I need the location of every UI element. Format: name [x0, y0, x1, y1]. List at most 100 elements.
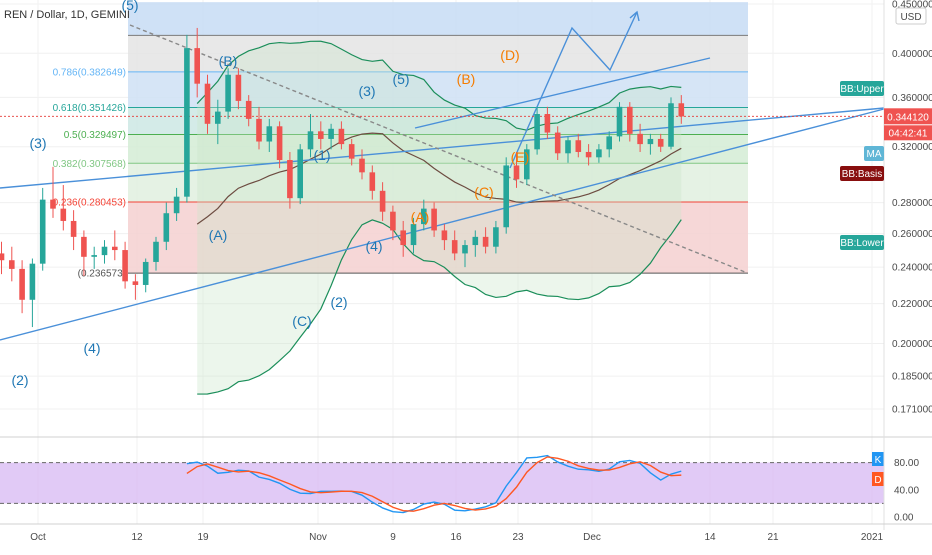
- time-tick-label: 14: [704, 532, 716, 543]
- time-axis: Oct 12 19 Nov 9 16 23 Dec 14 21 2021: [0, 523, 932, 543]
- time-tick-label: 2021: [861, 532, 884, 543]
- stoch-tick-label: 80.00: [894, 458, 919, 469]
- fibonacci-layer: 0.786(0.382649) 0.618(0.351426) 0.5(0.3294…: [53, 2, 748, 280]
- time-tick-label: 19: [197, 532, 209, 543]
- candle-body: [616, 106, 623, 137]
- candle-layer: [0, 27, 884, 328]
- wave-label: (2): [11, 372, 28, 388]
- stochastic-pane: 80.00 40.00 0.00 KD: [0, 436, 932, 524]
- candle-body: [173, 196, 180, 214]
- time-tick-label: 21: [767, 532, 779, 543]
- bollinger-lower-line: [197, 219, 682, 395]
- bollinger-upper-line: [196, 40, 682, 131]
- candle-body: [493, 227, 499, 247]
- stoch-band: [0, 462, 884, 504]
- candle-body: [585, 151, 592, 158]
- wave-label: (3): [29, 135, 46, 151]
- fib-band: [128, 35, 748, 72]
- indicator-tag-label: BB:Upper: [840, 84, 884, 95]
- price-tick-label: 0.450000: [892, 0, 932, 11]
- fib-label: 0.618(0.351426): [53, 103, 126, 114]
- candle-body: [524, 149, 530, 180]
- candle-body: [472, 236, 479, 246]
- price-tick-label: 0.220000: [892, 299, 932, 310]
- trendline-lower: [0, 108, 885, 341]
- candle-body: [647, 138, 654, 145]
- last-price-label: 0.344120: [887, 112, 929, 123]
- candle-body: [379, 190, 386, 212]
- fib-band: [128, 71, 748, 108]
- candle-body: [410, 224, 417, 246]
- candle-body: [544, 114, 551, 133]
- candle-body: [204, 83, 211, 124]
- stoch-d-line: [186, 456, 682, 512]
- wave-label: (B): [457, 71, 476, 87]
- indicator-layer: [196, 40, 682, 395]
- candle-body: [421, 208, 427, 225]
- candle-body: [627, 106, 633, 134]
- wave-label: (5): [121, 0, 138, 13]
- candle-body: [668, 103, 674, 147]
- candle-body: [70, 220, 77, 237]
- indicator-price-tag: [840, 235, 884, 250]
- candle-body: [451, 240, 458, 254]
- fib-label: 0.5(0.329497): [64, 130, 126, 141]
- countdown-label: 04:42:41: [889, 128, 928, 139]
- fib-label: (0.236573): [78, 269, 126, 280]
- candle-body: [359, 158, 365, 173]
- price-tick-label: 0.240000: [892, 263, 932, 274]
- candle-body: [575, 140, 582, 152]
- countdown-tag: [884, 125, 932, 141]
- candle-body: [328, 128, 334, 139]
- candle-body: [50, 199, 56, 209]
- wave-label: (D): [500, 47, 519, 63]
- candle-body: [142, 261, 149, 285]
- currency-box[interactable]: [895, 7, 927, 25]
- candle-body: [348, 144, 355, 159]
- time-tick-label: Nov: [309, 532, 327, 543]
- candle-body: [400, 230, 406, 246]
- time-tick-label: Dec: [583, 532, 601, 543]
- candle-body: [132, 281, 139, 285]
- stoch-tick-label: 0.00: [894, 513, 914, 524]
- forecast-path: [509, 11, 638, 169]
- time-tick-label: 12: [131, 532, 143, 543]
- fib-band: [128, 2, 748, 36]
- candle-body: [29, 263, 36, 300]
- candle-body: [287, 160, 293, 199]
- candle-body: [215, 111, 221, 124]
- candle-body: [0, 253, 5, 261]
- candle-body: [606, 136, 612, 150]
- candle-body: [91, 255, 97, 257]
- candle-body: [441, 230, 448, 241]
- wave-label: (5): [392, 71, 409, 87]
- candle-body: [60, 208, 67, 221]
- wave-label: (1): [313, 147, 330, 163]
- wave-label: (C): [474, 184, 493, 200]
- indicator-tag-label: BB:Basis: [842, 169, 883, 180]
- candle-body: [266, 126, 273, 142]
- candle-body: [19, 268, 25, 300]
- wave-label-layer: (5) (3) (4) (2) (B) (A) (C) (1) (3) (5) (2) (4) (B) (…: [11, 0, 529, 388]
- candle-body: [297, 149, 303, 199]
- wave-label: (4): [83, 340, 100, 356]
- candle-body: [503, 165, 509, 228]
- wave-label: (A): [411, 209, 430, 225]
- time-tick-label: 16: [450, 532, 462, 543]
- candle-body: [431, 208, 437, 231]
- fib-band: [128, 201, 748, 274]
- time-tick-label: 23: [512, 532, 524, 543]
- candle-body: [565, 140, 571, 154]
- candle-body: [596, 149, 602, 158]
- candle-body: [276, 126, 283, 161]
- price-tick-label: 0.280000: [892, 198, 932, 209]
- price-tick-label: 0.200000: [892, 339, 932, 350]
- candle-body: [39, 199, 46, 264]
- candle-body: [245, 100, 252, 119]
- candle-body: [554, 132, 561, 154]
- last-price-tag: [884, 108, 932, 125]
- candle-body: [112, 246, 118, 251]
- candle-body: [534, 114, 540, 150]
- indicator-price-tag: [840, 166, 884, 181]
